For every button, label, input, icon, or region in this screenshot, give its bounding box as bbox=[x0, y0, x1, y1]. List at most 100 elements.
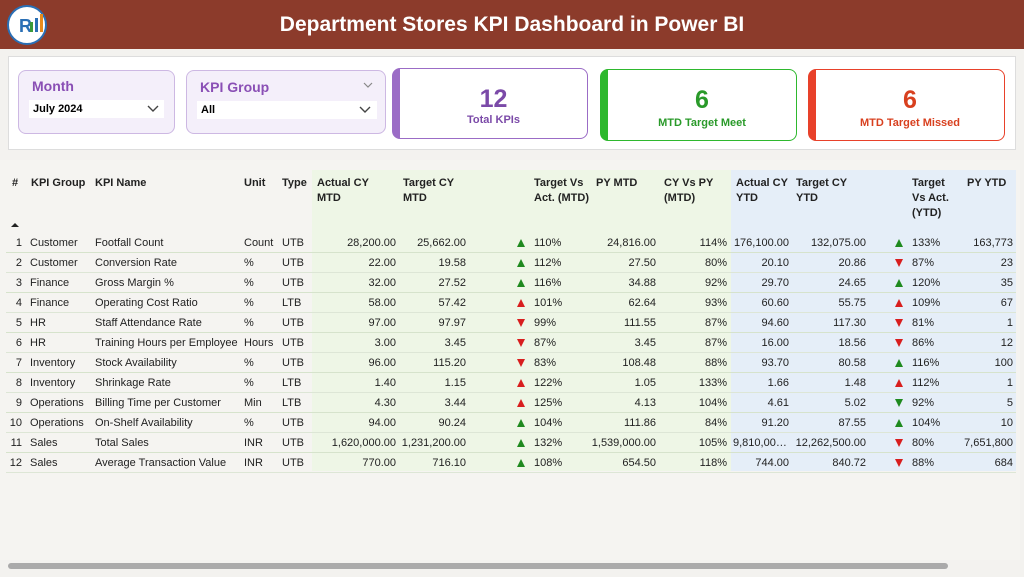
scrollbar[interactable] bbox=[8, 563, 948, 569]
kpi-group-slicer[interactable]: KPI Group All bbox=[186, 70, 386, 134]
table-cell: % bbox=[244, 297, 254, 309]
table-cell: 55.75 bbox=[838, 297, 866, 309]
table-cell: Gross Margin % bbox=[95, 277, 174, 289]
status-icon bbox=[895, 339, 903, 347]
table-cell: 108% bbox=[534, 457, 563, 469]
table-cell: 80% bbox=[704, 257, 727, 269]
table-cell: 57.42 bbox=[438, 297, 466, 309]
table-cell: 62.64 bbox=[628, 297, 656, 309]
table-cell: HR bbox=[30, 337, 46, 349]
table-cell: HR bbox=[30, 317, 46, 329]
table-cell: 11 bbox=[10, 437, 22, 449]
table-cell: UTB bbox=[282, 257, 304, 269]
table-cell: UTB bbox=[282, 357, 304, 369]
table-cell: 112% bbox=[912, 377, 940, 389]
table-cell: 80.58 bbox=[838, 357, 866, 369]
table-cell: 28,200.00 bbox=[347, 237, 396, 249]
target-missed-card: 6 MTD Target Missed bbox=[808, 69, 1005, 141]
column-header: Target Vs Act. (YTD) bbox=[912, 177, 949, 219]
table-cell: 116% bbox=[534, 277, 562, 289]
table-cell: 94.00 bbox=[368, 417, 396, 429]
table-cell: 29.70 bbox=[761, 277, 789, 289]
card-label: Total KPIs bbox=[467, 114, 520, 126]
table-cell: 132% bbox=[534, 437, 563, 449]
table-cell: 115.20 bbox=[433, 357, 466, 369]
table-cell: 1.15 bbox=[444, 377, 466, 389]
table-cell: INR bbox=[244, 437, 263, 449]
status-icon bbox=[517, 319, 525, 327]
status-icon bbox=[517, 299, 525, 307]
table-cell: LTB bbox=[282, 377, 302, 389]
svg-text:R: R bbox=[19, 16, 32, 36]
header-bar bbox=[0, 0, 1024, 49]
table-cell: Operations bbox=[30, 417, 84, 429]
ytd-band bbox=[731, 170, 1016, 471]
table-cell: 116% bbox=[912, 357, 940, 369]
slicer-value[interactable]: July 2024 bbox=[29, 100, 164, 118]
table-cell: 97.00 bbox=[368, 317, 396, 329]
row-separator bbox=[6, 312, 1016, 313]
table-cell: UTB bbox=[282, 237, 304, 249]
sort-icon[interactable] bbox=[10, 221, 20, 229]
table-cell: 133% bbox=[698, 377, 727, 389]
table-cell: 3.44 bbox=[444, 397, 466, 409]
table-cell: 120% bbox=[912, 277, 941, 289]
row-separator bbox=[6, 472, 1016, 473]
table-cell: Operations bbox=[30, 397, 84, 409]
slicer-label: KPI Group bbox=[200, 79, 270, 95]
table-cell: 122% bbox=[534, 377, 563, 389]
row-separator bbox=[6, 332, 1016, 333]
table-cell: 176,100.00 bbox=[733, 237, 789, 249]
row-separator bbox=[6, 432, 1016, 433]
table-cell: 23 bbox=[1000, 257, 1013, 269]
table-cell: 91.20 bbox=[761, 417, 789, 429]
title: Department Stores KPI Dashboard in Power… bbox=[279, 13, 745, 36]
table-cell: 27.50 bbox=[628, 257, 656, 269]
table-cell: 125% bbox=[534, 397, 563, 409]
table-cell: Stock Availability bbox=[95, 357, 177, 369]
table-cell: Conversion Rate bbox=[95, 257, 177, 269]
table-cell: 104% bbox=[698, 397, 727, 409]
column-header: Actual CY YTD bbox=[736, 177, 788, 204]
status-icon bbox=[517, 339, 525, 347]
table-cell: 87% bbox=[534, 337, 557, 349]
table-cell: 114% bbox=[699, 237, 727, 249]
table-cell: 20.86 bbox=[838, 257, 866, 269]
table-cell: 101% bbox=[534, 297, 563, 309]
table-cell: 87% bbox=[704, 317, 727, 329]
table-cell: 87% bbox=[704, 337, 727, 349]
table-cell: 1 bbox=[1006, 377, 1013, 389]
status-icon bbox=[895, 359, 903, 367]
table-cell: 1.66 bbox=[767, 377, 789, 389]
row-separator bbox=[6, 272, 1016, 273]
table-cell: 12 bbox=[9, 457, 22, 469]
table-cell: 4.61 bbox=[767, 397, 789, 409]
table-cell: Staff Attendance Rate bbox=[95, 317, 202, 329]
table-cell: UTB bbox=[282, 437, 304, 449]
table-cell: 18.56 bbox=[838, 337, 866, 349]
table-cell: 35 bbox=[1000, 277, 1013, 289]
table-cell: Inventory bbox=[30, 377, 76, 389]
row-separator bbox=[6, 252, 1016, 253]
table-cell: % bbox=[244, 257, 254, 269]
table-cell: 32.00 bbox=[368, 277, 396, 289]
table-cell: 81% bbox=[912, 317, 935, 329]
table-cell: 1.05 bbox=[634, 377, 656, 389]
table-cell: 27.52 bbox=[438, 277, 466, 289]
row-separator bbox=[6, 452, 1016, 453]
table-cell: Billing Time per Customer bbox=[95, 397, 221, 409]
table-cell: 104% bbox=[534, 417, 563, 429]
table-cell: 132,075.00 bbox=[810, 237, 866, 249]
column-header: Target CY YTD bbox=[796, 177, 847, 204]
month-slicer[interactable]: Month July 2024 bbox=[18, 70, 175, 134]
card-value: 12 bbox=[479, 85, 508, 113]
total-kpis-card: 12 Total KPIs bbox=[392, 68, 588, 139]
row-separator bbox=[6, 352, 1016, 353]
table-cell: 110% bbox=[534, 237, 562, 249]
table-cell: 92% bbox=[704, 277, 727, 289]
table-cell: 22.00 bbox=[368, 257, 396, 269]
slicer-label: Month bbox=[32, 78, 74, 94]
slicer-value[interactable]: All bbox=[197, 101, 377, 119]
table-cell: UTB bbox=[282, 337, 304, 349]
table-cell: INR bbox=[244, 457, 263, 469]
